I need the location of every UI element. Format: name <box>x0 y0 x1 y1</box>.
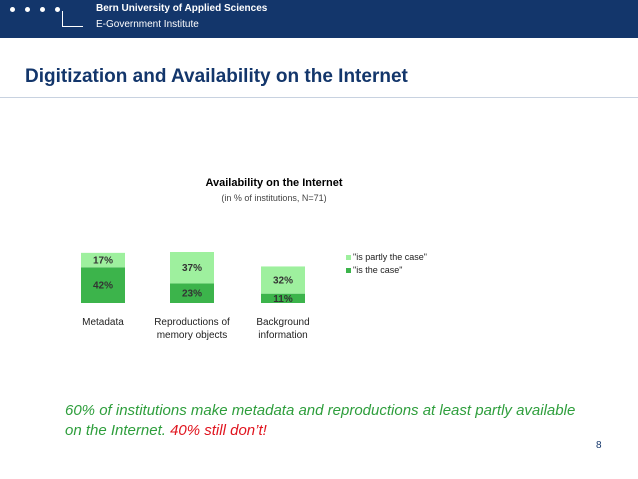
bar-segment <box>261 293 305 303</box>
x-tick-label: memory objects <box>157 330 228 341</box>
stacked-bar-chart: Availability on the Internet (in % of ins… <box>81 177 427 341</box>
x-tick-label: Reproductions of <box>154 317 230 328</box>
x-tick-label: Background <box>256 317 309 328</box>
bar-value-label: 17% <box>93 256 113 267</box>
x-tick-label: information <box>258 330 307 341</box>
page-number: 8 <box>596 440 602 451</box>
university-name: Bern University of Applied Sciences <box>96 3 268 14</box>
legend-label: "is the case" <box>353 265 402 275</box>
bar-segment <box>170 283 214 303</box>
bar-segment <box>170 252 214 284</box>
conclusion-main: 60% of institutions make metadata and re… <box>65 402 576 439</box>
x-tick-label: Metadata <box>82 317 124 328</box>
dot-icon <box>25 7 30 12</box>
bar-value-label: 23% <box>182 289 202 300</box>
dot-icon <box>55 7 60 12</box>
bar-value-label: 32% <box>273 276 293 287</box>
header-bar: Bern University of Applied Sciences E-Go… <box>0 0 638 38</box>
legend-label: "is partly the case" <box>353 252 427 262</box>
bar-value-label: 42% <box>93 281 113 292</box>
legend-swatch <box>346 255 351 260</box>
conclusion-highlight: 40% still don’t! <box>170 422 267 439</box>
legend-swatch <box>346 268 351 273</box>
chart-title: Availability on the Internet <box>205 177 342 189</box>
bar-segment <box>81 252 125 268</box>
slide-title: Digitization and Availability on the Int… <box>25 66 408 87</box>
title-divider <box>0 97 638 98</box>
dot-icon <box>40 7 45 12</box>
bar-segment <box>81 267 125 303</box>
bar-value-label: 37% <box>182 263 202 274</box>
institute-name: E-Government Institute <box>96 19 199 30</box>
conclusion-text: 60% of institutions make metadata and re… <box>65 401 585 441</box>
chart-subtitle: (in % of institutions, N=71) <box>221 193 326 203</box>
dot-icon <box>10 7 15 12</box>
bar-segment <box>261 266 305 294</box>
bar-value-label: 11% <box>273 294 293 305</box>
logo-bracket-icon <box>62 11 83 27</box>
